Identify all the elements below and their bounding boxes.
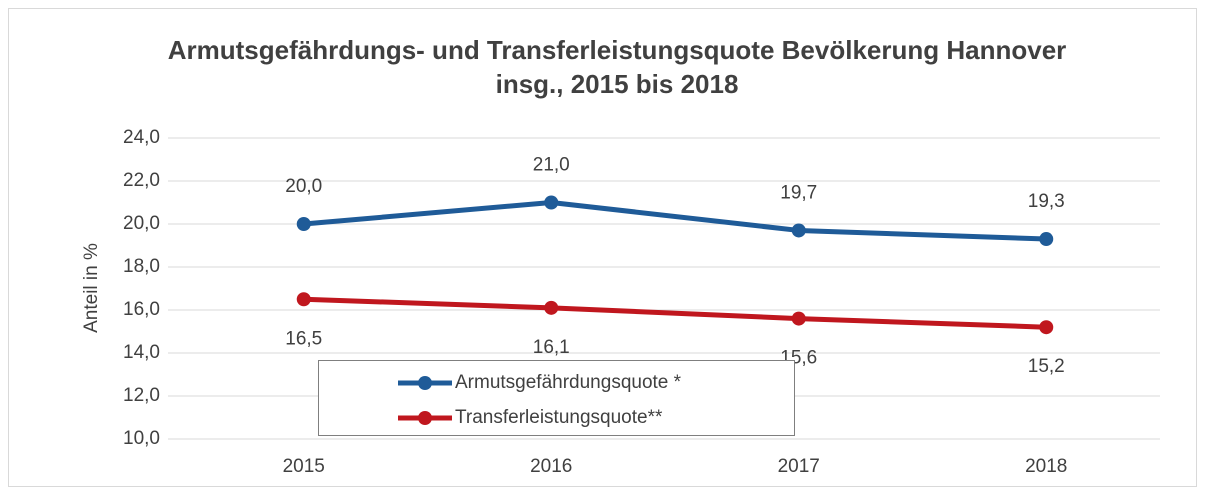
data-label: 16,5	[285, 328, 322, 349]
y-tick-label: 22,0	[123, 170, 160, 191]
y-axis-label: Anteil in %	[81, 243, 102, 333]
legend-marker	[418, 411, 432, 425]
data-point	[544, 195, 559, 210]
data-point	[1039, 232, 1054, 247]
data-label: 15,2	[1028, 356, 1065, 377]
y-tick-label: 18,0	[123, 256, 160, 277]
legend-label: Armutsgefährdungsquote *	[455, 372, 682, 393]
y-tick-label: 10,0	[123, 428, 160, 449]
x-tick-label: 2016	[530, 456, 572, 477]
data-label: 20,0	[285, 176, 322, 197]
y-tick-label: 16,0	[123, 299, 160, 320]
data-label: 19,7	[780, 182, 817, 203]
chart-title: Armutsgefährdungs- und Transferleistungs…	[167, 35, 1067, 99]
data-point	[296, 217, 311, 231]
data-point	[791, 223, 806, 238]
legend-label: Transferleistungsquote**	[455, 407, 663, 428]
series-line	[303, 296, 1047, 330]
y-tick-label: 24,0	[123, 127, 160, 148]
y-tick-label: 20,0	[123, 213, 160, 234]
y-tick-label: 14,0	[123, 342, 160, 363]
x-tick-label: 2018	[1025, 456, 1067, 477]
x-tick-label: 2017	[778, 456, 820, 477]
x-tick-label: 2015	[283, 456, 325, 477]
y-tick-label: 12,0	[123, 385, 160, 406]
data-point	[544, 300, 559, 315]
legend-marker	[418, 376, 432, 390]
data-label: 19,3	[1028, 191, 1065, 212]
data-point	[1039, 320, 1054, 335]
data-label: 21,0	[533, 155, 570, 176]
legend-box	[318, 360, 795, 436]
data-point	[791, 311, 806, 326]
series-line	[303, 200, 1047, 242]
data-point	[296, 292, 311, 307]
chart-border	[8, 8, 1197, 487]
data-label: 16,1	[533, 337, 570, 358]
